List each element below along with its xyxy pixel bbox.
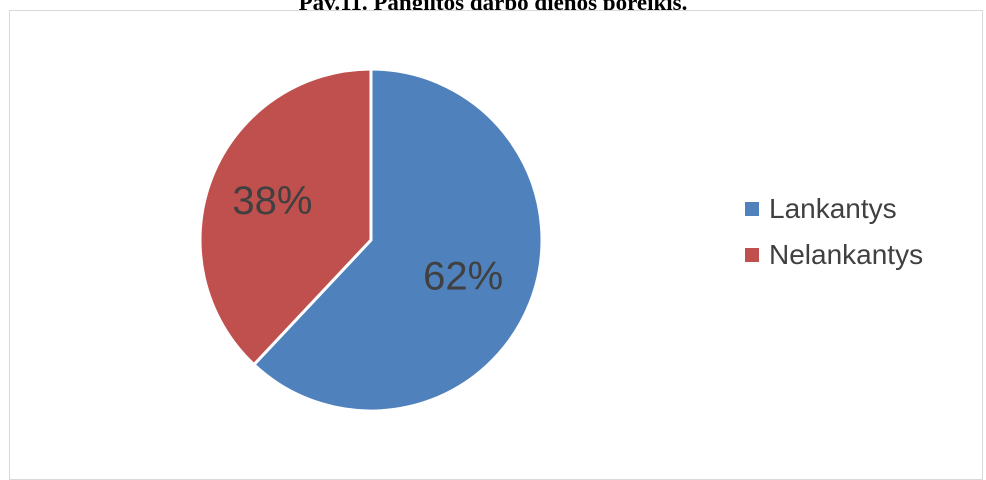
pie-slice-lankantys: [252, 67, 544, 413]
legend-label-nelankantys: Nelankantys: [769, 239, 924, 270]
data-label-nelankantys: 38%: [232, 179, 312, 223]
pie-chart: 62% 38%: [198, 67, 544, 413]
chart-legend: Lankantys Nelankantys: [745, 193, 923, 285]
legend-swatch-nelankantys: [745, 248, 759, 262]
pie-slice-nelankantys: [198, 67, 373, 367]
legend-swatch-lankantys: [745, 202, 759, 216]
legend-label-lankantys: Lankantys: [769, 193, 897, 224]
data-label-lankantys: 62%: [423, 255, 503, 299]
legend-item-nelankantys: Nelankantys: [745, 239, 923, 271]
legend-item-lankantys: Lankantys: [745, 193, 923, 225]
